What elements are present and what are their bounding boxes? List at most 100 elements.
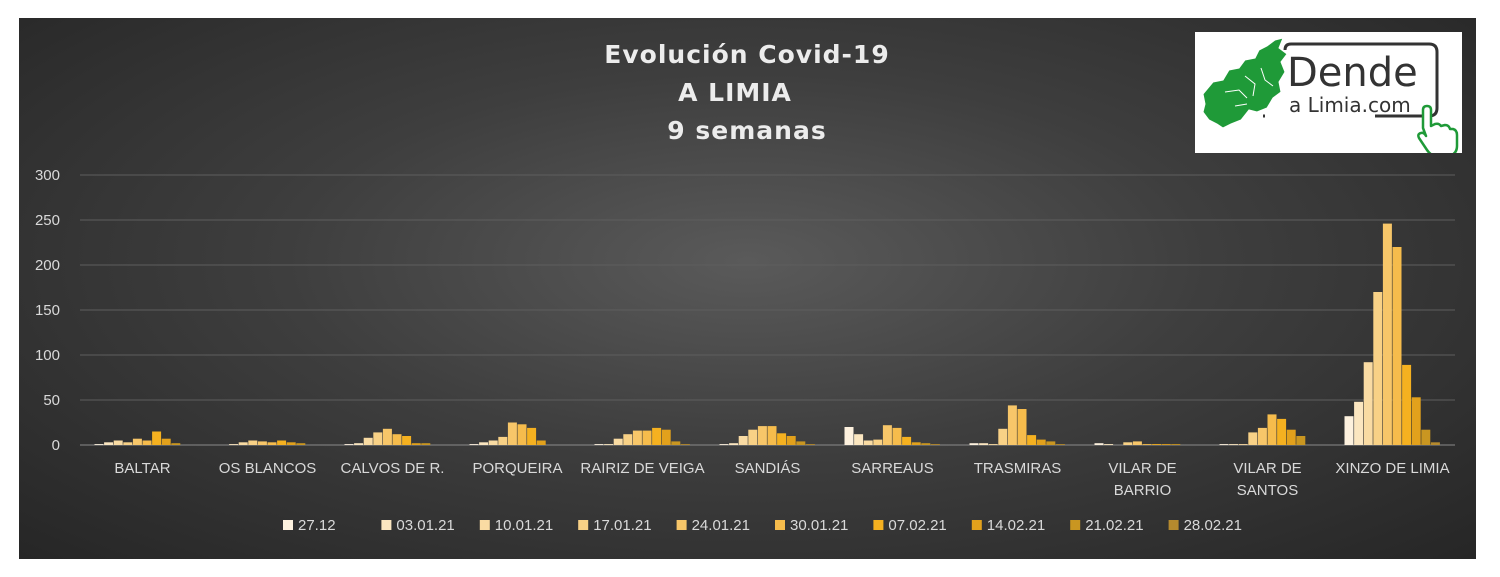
bar: [969, 443, 979, 445]
category-label: VILAR DE: [1108, 460, 1176, 477]
bar: [1132, 441, 1142, 445]
legend-label: 24.01.21: [692, 517, 750, 534]
bar: [527, 427, 537, 445]
category-label: SANDIÁS: [735, 460, 801, 477]
bar: [796, 441, 806, 445]
pointing-hand-icon: [1417, 104, 1459, 153]
bar: [1296, 436, 1306, 445]
map-icon: [1202, 37, 1288, 129]
bar: [930, 444, 940, 445]
bar: [786, 436, 796, 445]
bar: [1392, 247, 1402, 445]
legend-item[interactable]: 17.01.21: [578, 517, 652, 534]
legend-item[interactable]: 03.01.21: [381, 517, 455, 534]
y-tick-label: 100: [35, 347, 60, 364]
legend-item[interactable]: 28.02.21: [1168, 517, 1242, 534]
legend-item[interactable]: 27.12: [283, 517, 336, 534]
bar: [892, 427, 902, 445]
bar: [1248, 432, 1258, 445]
bar: [1277, 418, 1287, 445]
bar: [1257, 427, 1267, 445]
legend-swatch: [873, 520, 884, 530]
logo-line-2: a Limia.com: [1289, 93, 1411, 117]
legend-label: 07.02.21: [888, 517, 946, 534]
bar: [1238, 444, 1248, 445]
bar: [1286, 429, 1296, 445]
y-tick-label: 0: [52, 437, 60, 454]
bar: [863, 440, 873, 445]
bar: [411, 443, 421, 445]
bar: [1382, 223, 1392, 445]
bar: [344, 444, 354, 445]
bar: [277, 440, 287, 445]
bar: [873, 439, 883, 445]
category-label: OS BLANCOS: [219, 460, 317, 477]
legend-item[interactable]: 30.01.21: [775, 517, 848, 534]
category-label: BARRIO: [1114, 482, 1172, 499]
legend-swatch: [381, 520, 392, 530]
bar: [257, 441, 267, 445]
legend-item[interactable]: 14.02.21: [971, 517, 1045, 534]
bar: [767, 426, 777, 445]
legend-label: 03.01.21: [396, 517, 454, 534]
bar: [1017, 409, 1027, 445]
bar: [632, 430, 642, 445]
bar: [171, 443, 181, 445]
bar: [988, 444, 998, 445]
bar: [152, 431, 162, 445]
bar: [1267, 414, 1277, 445]
bar: [1007, 405, 1017, 445]
category-label: XINZO DE LIMIA: [1335, 460, 1449, 477]
bar: [882, 425, 892, 445]
legend-item[interactable]: 24.01.21: [676, 517, 750, 534]
bar: [998, 428, 1008, 445]
bar: [113, 440, 123, 445]
bar: [1046, 441, 1056, 445]
chart-title-line-3: 9 semanas: [667, 116, 826, 145]
bar: [777, 433, 787, 445]
bar: [911, 442, 921, 445]
legend-item[interactable]: 10.01.21: [479, 517, 553, 534]
category-label: SARREAUS: [851, 460, 934, 477]
bars: [94, 223, 1440, 445]
legend-swatch: [1070, 520, 1081, 530]
y-tick-label: 50: [43, 392, 60, 409]
category-label: PORQUEIRA: [472, 460, 562, 477]
bar: [757, 426, 767, 445]
legend-label: 27.12: [298, 517, 336, 534]
bar: [373, 432, 383, 445]
y-axis: 0 50 100 150 200 250 300: [35, 167, 60, 454]
legend-label: 10.01.21: [495, 517, 553, 534]
bar: [363, 437, 373, 445]
bar: [902, 436, 912, 445]
bar: [479, 442, 489, 445]
category-label: SANTOS: [1237, 482, 1298, 499]
bar: [671, 441, 681, 445]
bar: [1142, 444, 1152, 445]
bar: [854, 434, 864, 445]
bar: [1373, 292, 1383, 445]
legend-item[interactable]: 21.02.21: [1070, 517, 1144, 534]
legend-item[interactable]: 07.02.21: [873, 517, 947, 534]
bar: [604, 444, 614, 445]
bar: [507, 422, 517, 445]
bar: [1123, 442, 1133, 445]
bar: [402, 436, 412, 445]
bar: [469, 444, 479, 445]
bar: [623, 434, 633, 445]
category-label: TRASMIRAS: [974, 460, 1062, 477]
bar: [536, 440, 546, 445]
bar: [613, 438, 623, 445]
logo-line-1: Dende: [1287, 50, 1418, 96]
bar: [296, 443, 306, 445]
bar: [1229, 444, 1239, 445]
y-tick-label: 150: [35, 302, 60, 319]
y-tick-label: 300: [35, 167, 60, 184]
bar: [1171, 444, 1181, 445]
bar: [661, 429, 671, 445]
bar: [1219, 444, 1229, 445]
bar: [142, 440, 152, 445]
category-label: CALVOS DE R.: [341, 460, 445, 477]
legend-label: 17.01.21: [593, 517, 651, 534]
dende-a-limia-logo[interactable]: Dende a Limia.com: [1195, 32, 1462, 153]
